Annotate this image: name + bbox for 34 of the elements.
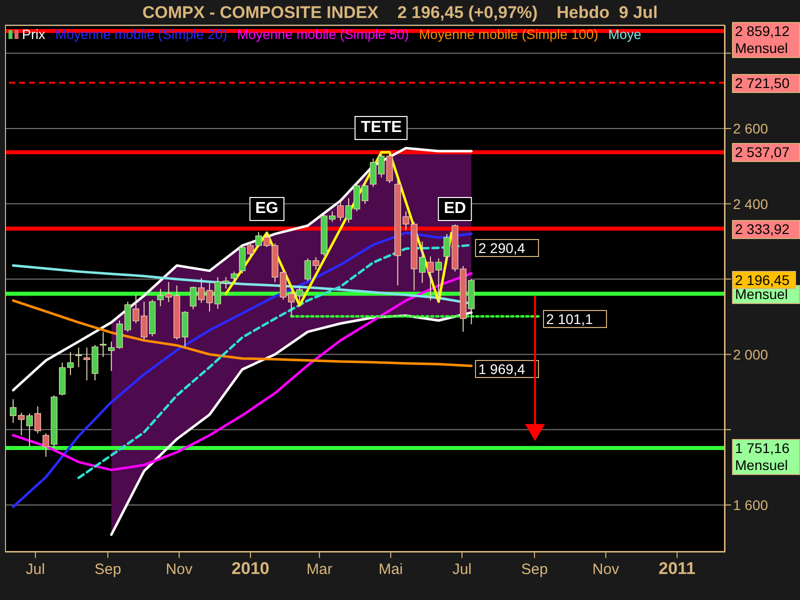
x-tick-label: Jul xyxy=(452,561,472,578)
x-tick-label: 2010 xyxy=(232,559,270,578)
candlestick xyxy=(75,347,82,368)
candlestick xyxy=(100,332,106,358)
line-series xyxy=(12,232,473,508)
ref-line-label: 2 537,07 xyxy=(732,143,800,162)
ref-line-label: 2 859,12 Mensuel xyxy=(732,22,800,58)
data-label: 2 290,4 xyxy=(475,239,540,258)
x-tick-label: Mar xyxy=(306,561,332,578)
annotation: EG xyxy=(249,196,284,221)
y-tick-label: 2 400 xyxy=(733,196,768,212)
data-label: 2 101,1 xyxy=(543,310,608,328)
annotation: TETE xyxy=(354,116,408,140)
x-tick-label: Jul xyxy=(26,561,45,578)
line-series xyxy=(12,299,473,368)
line-series xyxy=(12,146,473,392)
x-tick-label: Sep xyxy=(94,561,122,578)
x-tick-label: 2011 xyxy=(658,559,696,578)
x-tick-label: Mai xyxy=(378,561,403,578)
ref-line-label: 1 751,16 Mensuel xyxy=(732,439,800,476)
candlestick xyxy=(230,271,238,282)
y-tick-label: 1 600 xyxy=(733,496,768,513)
y-tick-label: 2 000 xyxy=(733,346,768,362)
x-tick-label: Nov xyxy=(166,561,193,578)
ref-line-label: 2 721,50 xyxy=(732,74,800,93)
data-label: 1 969,4 xyxy=(475,360,540,378)
chart-title: COMPX - COMPOSITE INDEX 2 196,45 (+0,97%) Hebdo 9 Jul xyxy=(141,3,659,23)
ref-line-label: 2 333,92 xyxy=(732,220,800,239)
annotation: ED xyxy=(438,196,472,221)
x-tick-label: Sep xyxy=(521,561,548,578)
x-tick-label: Nov xyxy=(592,561,620,578)
candlestick xyxy=(42,432,50,458)
line-series xyxy=(12,272,473,472)
y-tick-label: 2 600 xyxy=(733,120,768,136)
